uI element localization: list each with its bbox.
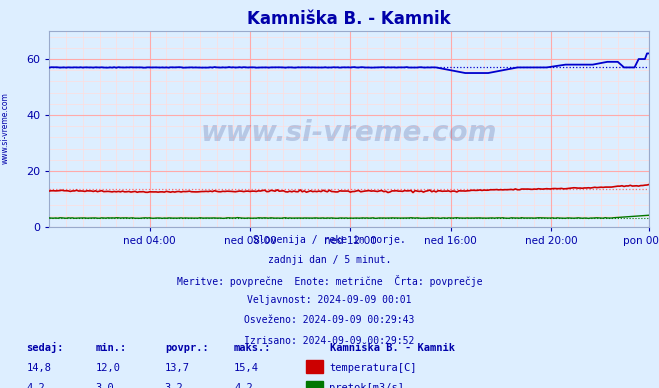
- Text: Veljavnost: 2024-09-09 00:01: Veljavnost: 2024-09-09 00:01: [247, 295, 412, 305]
- Text: 4,2: 4,2: [234, 383, 252, 388]
- Text: 4,2: 4,2: [26, 383, 45, 388]
- Text: 14,8: 14,8: [26, 363, 51, 373]
- Text: povpr.:: povpr.:: [165, 343, 208, 353]
- Text: zadnji dan / 5 minut.: zadnji dan / 5 minut.: [268, 255, 391, 265]
- Text: 3,0: 3,0: [96, 383, 114, 388]
- Text: Slovenija / reke in morje.: Slovenija / reke in morje.: [253, 235, 406, 245]
- Text: 13,7: 13,7: [165, 363, 190, 373]
- Text: www.si-vreme.com: www.si-vreme.com: [1, 92, 10, 164]
- Text: maks.:: maks.:: [234, 343, 272, 353]
- Text: Osveženo: 2024-09-09 00:29:43: Osveženo: 2024-09-09 00:29:43: [244, 315, 415, 326]
- Text: Izrisano: 2024-09-09 00:29:52: Izrisano: 2024-09-09 00:29:52: [244, 336, 415, 346]
- Text: pretok[m3/s]: pretok[m3/s]: [330, 383, 405, 388]
- Text: sedaj:: sedaj:: [26, 342, 64, 353]
- Text: 15,4: 15,4: [234, 363, 259, 373]
- Text: Kamniška B. - Kamnik: Kamniška B. - Kamnik: [330, 343, 455, 353]
- Text: 3,2: 3,2: [165, 383, 183, 388]
- Text: www.si-vreme.com: www.si-vreme.com: [201, 119, 498, 147]
- Text: Meritve: povprečne  Enote: metrične  Črta: povprečje: Meritve: povprečne Enote: metrične Črta:…: [177, 275, 482, 287]
- Text: temperatura[C]: temperatura[C]: [330, 363, 417, 373]
- Title: Kamniška B. - Kamnik: Kamniška B. - Kamnik: [248, 10, 451, 28]
- Text: 12,0: 12,0: [96, 363, 121, 373]
- Text: min.:: min.:: [96, 343, 127, 353]
